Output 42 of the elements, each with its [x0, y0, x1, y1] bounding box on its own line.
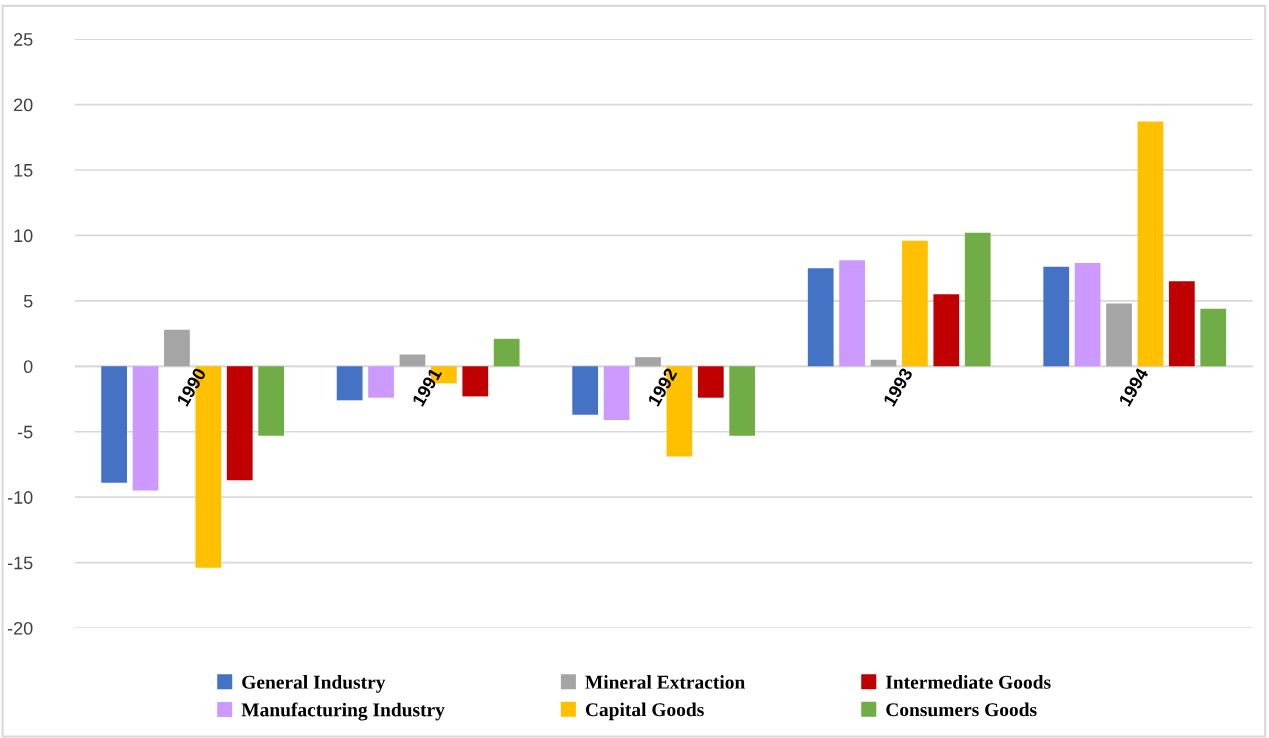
- bar: [132, 366, 159, 491]
- bar: [1168, 281, 1195, 367]
- bar: [399, 354, 426, 367]
- legend-label: Consumers Goods: [886, 702, 1037, 717]
- y-tick-label: 10: [14, 229, 33, 243]
- bar: [635, 357, 661, 367]
- y-tick-label: 20: [14, 98, 33, 112]
- bar: [226, 366, 253, 481]
- y-tick-label: -10: [7, 491, 33, 504]
- bar: [368, 366, 394, 398]
- y-tick-label: -5: [17, 425, 33, 439]
- legend-label: Intermediate Goods: [885, 675, 1051, 689]
- bar: [807, 268, 834, 367]
- bar: [933, 294, 960, 367]
- bar: [1137, 121, 1164, 367]
- bar: [572, 366, 599, 415]
- bar: [964, 232, 991, 367]
- y-tick-label: -15: [7, 556, 33, 570]
- y-tick-label: 15: [14, 164, 33, 177]
- y-tick-label: 0: [23, 360, 33, 374]
- bar: [902, 240, 928, 367]
- bar: [603, 366, 630, 420]
- y-tick-label: 5: [23, 294, 33, 308]
- bar: [336, 366, 363, 401]
- bar: [697, 366, 724, 398]
- bar: [1200, 308, 1227, 367]
- bar: [258, 366, 285, 436]
- legend-label: General Industry: [242, 675, 386, 693]
- legend-label: Capital Goods: [585, 702, 704, 721]
- bar: [462, 366, 489, 397]
- bar: [493, 338, 520, 367]
- bar: [101, 366, 127, 483]
- legend-label: Mineral Extraction: [585, 675, 745, 689]
- bar: [1106, 303, 1132, 367]
- bar: [164, 329, 190, 367]
- bar: [839, 260, 865, 367]
- bar: [729, 366, 756, 436]
- bar: [1043, 266, 1070, 367]
- bar: [1074, 262, 1101, 367]
- legend-label: Manufacturing Industry: [241, 702, 445, 721]
- y-tick-label: -20: [7, 621, 33, 635]
- y-tick-label: 25: [14, 33, 33, 46]
